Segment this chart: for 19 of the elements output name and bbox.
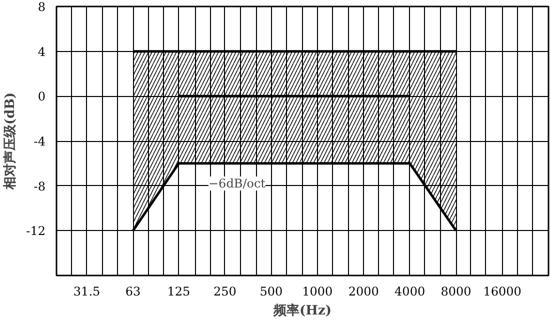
y-tick-label: -8 — [34, 179, 46, 194]
x-tick-label: 4000 — [394, 284, 426, 298]
x-tick-label: 1000 — [302, 284, 333, 298]
annotation: −6dB/oct — [208, 176, 266, 190]
x-tick-label: 250 — [213, 284, 236, 298]
x-tick-label: 31.5 — [73, 284, 100, 298]
x-tick-label: 8000 — [440, 284, 472, 298]
x-axis-title: 频率(Hz) — [272, 302, 332, 318]
y-tick-label: -12 — [26, 224, 46, 238]
y-axis-title: 相对声压级(dB) — [3, 92, 18, 191]
x-tick-label: 63 — [125, 284, 141, 298]
y-tick-label: 0 — [38, 90, 46, 104]
x-tick-label: 2000 — [348, 284, 379, 298]
x-tick-label: 125 — [167, 284, 190, 298]
x-tick-label: 16000 — [483, 284, 522, 298]
x-tick-label: 500 — [260, 284, 283, 298]
y-tick-label: -4 — [34, 134, 46, 148]
y-tick-label: 4 — [38, 44, 46, 59]
y-tick-label: 8 — [38, 0, 46, 14]
